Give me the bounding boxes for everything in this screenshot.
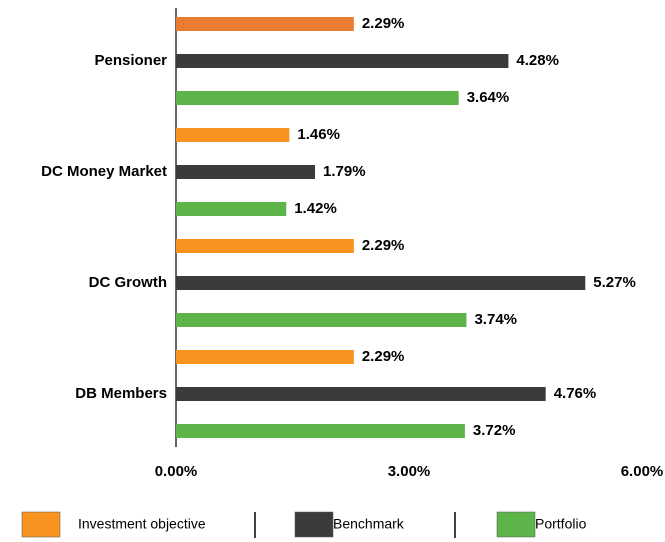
bar [176, 202, 287, 216]
bar [176, 165, 316, 179]
x-tick-label: 6.00% [621, 463, 664, 480]
data-label: 3.72% [473, 422, 516, 439]
bar [176, 387, 546, 401]
data-label: 2.29% [362, 348, 405, 365]
legend-label: Portfolio [535, 516, 587, 532]
bar [176, 91, 459, 105]
data-label: 2.29% [362, 237, 405, 254]
legend-label: Benchmark [333, 516, 405, 532]
x-tick-label: 0.00% [155, 463, 198, 480]
data-label: 1.42% [294, 200, 337, 217]
legend-label: Investment objective [78, 516, 206, 532]
bar [176, 17, 354, 31]
bar [176, 239, 354, 253]
y-tick-label: DC Growth [89, 274, 167, 291]
y-tick-label: Pensioner [94, 52, 167, 69]
bar [176, 128, 290, 142]
data-label: 4.76% [554, 385, 597, 402]
y-tick-label: DB Members [75, 385, 167, 402]
bar [176, 276, 586, 290]
data-label: 1.79% [323, 163, 366, 180]
data-label: 4.28% [516, 52, 559, 69]
y-tick-label: DC Money Market [41, 163, 167, 180]
bar [176, 54, 509, 68]
data-label: 1.46% [297, 126, 340, 143]
bar [176, 350, 354, 364]
data-label: 3.64% [467, 89, 510, 106]
bar [176, 424, 465, 438]
data-label: 5.27% [593, 274, 636, 291]
data-label: 2.29% [362, 15, 405, 32]
legend-swatch [496, 511, 536, 538]
bar [176, 313, 467, 327]
legend-swatch [21, 511, 61, 538]
legend-swatch [294, 511, 334, 538]
x-tick-label: 3.00% [388, 463, 431, 480]
data-label: 3.74% [474, 311, 517, 328]
